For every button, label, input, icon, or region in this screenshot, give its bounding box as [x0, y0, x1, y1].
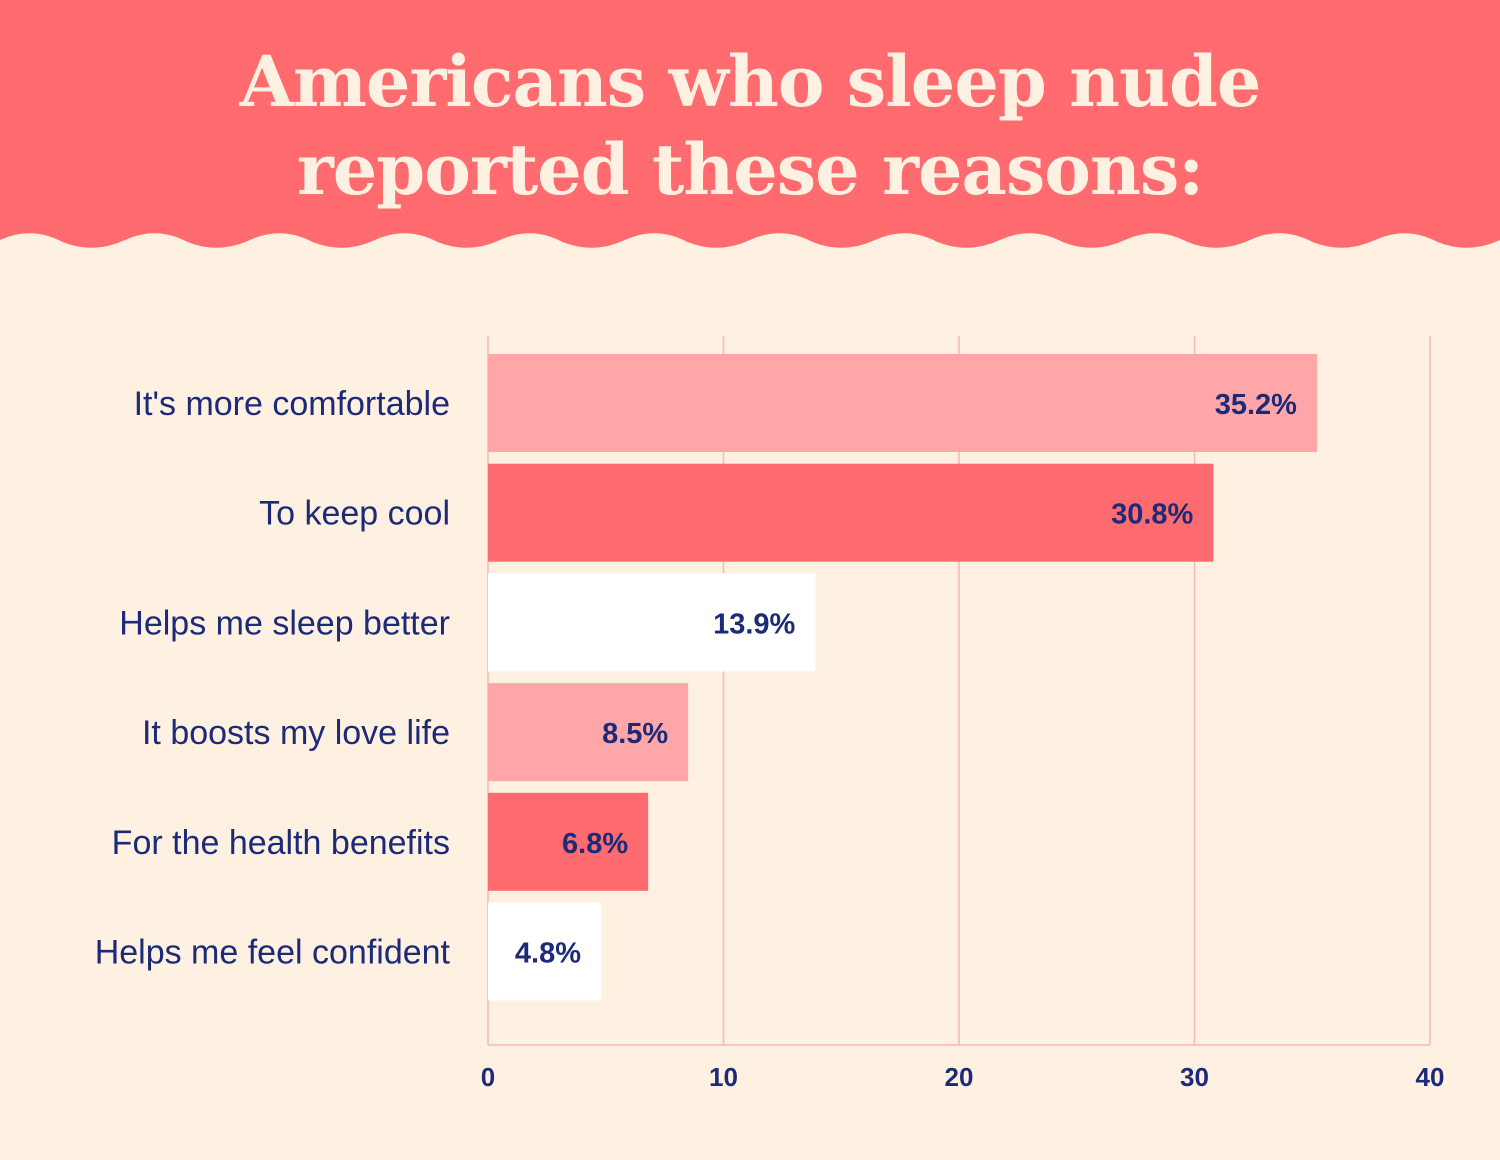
category-label: It's more comfortable [134, 385, 450, 423]
x-tick-label: 0 [481, 1062, 495, 1092]
x-tick-label: 40 [1416, 1062, 1445, 1092]
bar [488, 354, 1317, 452]
data-label: 4.8% [515, 938, 581, 970]
bar [488, 573, 816, 672]
category-label: For the health benefits [112, 824, 450, 862]
header-wave-shape [0, 0, 1500, 248]
category-label: Helps me sleep better [119, 604, 450, 642]
category-label: To keep cool [259, 495, 450, 533]
category-label: Helps me feel confident [95, 934, 451, 972]
category-label: It boosts my love life [142, 714, 450, 752]
title-line-1: Americans who sleep nude [239, 40, 1262, 123]
x-tick-label: 30 [1180, 1062, 1209, 1092]
title-line-2: reported these reasons: [296, 128, 1204, 211]
data-label: 30.8% [1111, 499, 1193, 531]
data-label: 13.9% [713, 608, 795, 640]
data-label: 35.2% [1215, 389, 1297, 421]
bar [488, 792, 649, 891]
data-label: 6.8% [562, 828, 628, 860]
bar [488, 902, 602, 1001]
x-tick-label: 20 [945, 1062, 974, 1092]
header-banner [0, 0, 1500, 248]
bar [488, 463, 1214, 562]
bar [488, 683, 689, 782]
data-label: 8.5% [602, 718, 668, 750]
chart-title: Americans who sleep nude reported these … [0, 38, 1500, 214]
x-tick-label: 10 [709, 1062, 738, 1092]
